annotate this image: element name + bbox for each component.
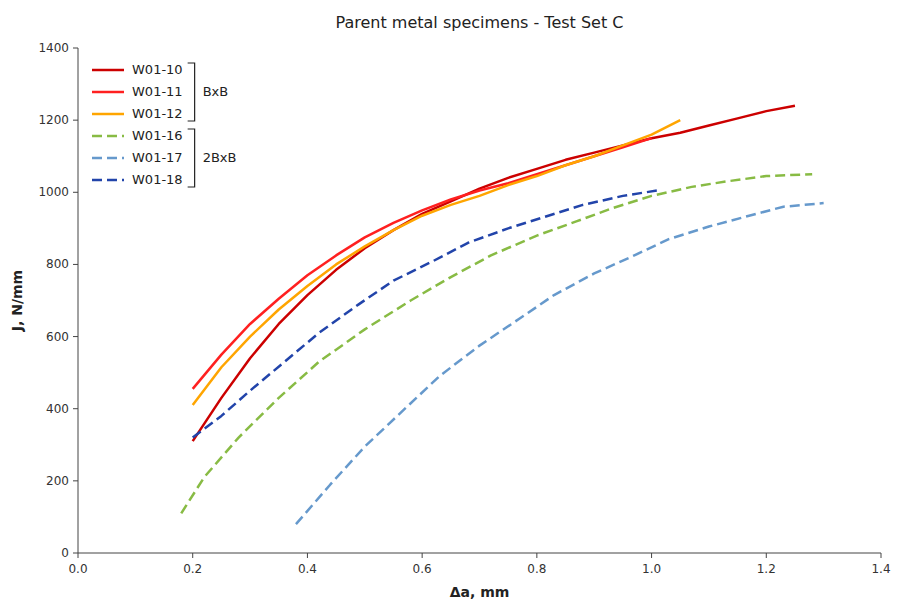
y-tick-label: 200 [46,474,69,488]
chart: 0.0 0.2 0.4 0.6 0.8 1.0 1.2 1.4 0 200 400 600 800 100… [0,0,905,615]
legend-label: W01-18 [132,172,183,187]
x-tick-label: 1.0 [642,562,661,576]
x-tick-label: 1.4 [871,562,890,576]
y-tick [73,553,78,554]
x-tick [307,553,308,558]
x-tick-label: 1.2 [757,562,776,576]
x-tick [651,553,652,558]
x-axis-line [78,553,881,554]
x-tick [192,553,193,558]
x-axis-label: Δa, mm [450,584,510,600]
x-tick [422,553,423,558]
y-tick [73,48,78,49]
legend-swatch [92,179,124,182]
y-axis-label: J, N/mm [9,270,25,332]
bracket-line [188,129,195,187]
y-tick [73,264,78,265]
background [0,0,905,615]
x-tick [78,553,79,558]
x-tick-label: 0.4 [298,562,317,576]
legend-label: W01-10 [132,62,183,77]
legend-swatch [92,157,124,160]
y-tick [73,480,78,481]
series-line [193,106,795,441]
legend-label: W01-11 [132,84,183,99]
x-tick [881,553,882,558]
x-tick-label: 0.6 [413,562,432,576]
legend: W01-10 W01-11 W01-12 W01-16 W01-17 W01-18 BxB 2… [92,62,236,187]
y-tick [73,120,78,121]
axes: 0.0 0.2 0.4 0.6 0.8 1.0 1.2 1.4 0 200 400 600 800 100… [38,41,890,576]
y-tick-label: 1400 [38,41,69,55]
x-tick-label: 0.0 [68,562,87,576]
x-tick [536,553,537,558]
legend-swatch [92,135,124,138]
annotation: BxB [203,84,229,99]
legend-label: W01-16 [132,128,183,143]
y-tick-label: 0 [61,546,69,560]
x-tick-label: 0.2 [183,562,202,576]
y-tick [73,192,78,193]
y-tick [73,336,78,337]
y-tick-label: 1000 [38,185,69,199]
y-tick-label: 600 [46,330,69,344]
bracket: BxB [188,63,229,121]
annotation: 2BxB [203,150,237,165]
legend-swatch [92,91,124,94]
bracket-line [188,63,195,121]
bracket: 2BxB [188,129,237,187]
y-tick-label: 800 [46,257,69,271]
legend-swatch [92,69,124,72]
title: Parent metal specimens - Test Set C [336,13,624,32]
y-axis-line [78,48,79,553]
plot-area [181,106,823,524]
legend-swatch [92,113,124,116]
legend-label: W01-17 [132,150,183,165]
y-tick [73,408,78,409]
y-tick-label: 1200 [38,113,69,127]
x-tick-label: 0.8 [527,562,546,576]
series-line [296,203,824,524]
series-line [193,190,658,437]
series-line [193,138,652,389]
legend-label: W01-12 [132,106,183,121]
series-line [193,120,681,405]
y-tick-label: 400 [46,402,69,416]
x-tick [766,553,767,558]
